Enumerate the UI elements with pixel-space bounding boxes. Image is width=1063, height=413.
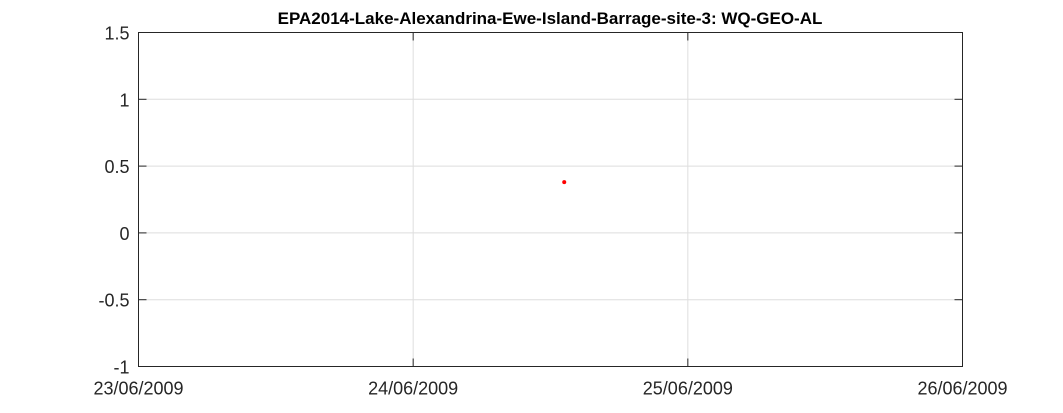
- x-tick-label: 23/06/2009: [93, 379, 183, 399]
- x-tick-label: 25/06/2009: [643, 379, 733, 399]
- y-tick-label: -1: [113, 358, 129, 378]
- data-series: [562, 180, 567, 185]
- x-tick-label: 26/06/2009: [917, 379, 1007, 399]
- x-tick-label: 24/06/2009: [368, 379, 458, 399]
- y-tick-label: 0: [119, 224, 129, 244]
- plot-frame: [138, 32, 963, 367]
- chart-title: EPA2014-Lake-Alexandrina-Ewe-Island-Barr…: [278, 9, 823, 28]
- plot-area: [138, 32, 963, 367]
- y-tick-label: 1.5: [104, 24, 129, 44]
- y-tick-label: 0.5: [104, 157, 129, 177]
- y-axis-tick-labels: 1.5 1 0.5 0 -0.5 -1: [98, 24, 129, 378]
- data-point: [562, 180, 567, 185]
- y-tick-label: 1: [119, 90, 129, 110]
- grid: [138, 32, 963, 367]
- x-axis-tick-labels: 23/06/2009 24/06/2009 25/06/2009 26/06/2009: [93, 379, 1007, 399]
- y-tick-label: -0.5: [98, 291, 129, 311]
